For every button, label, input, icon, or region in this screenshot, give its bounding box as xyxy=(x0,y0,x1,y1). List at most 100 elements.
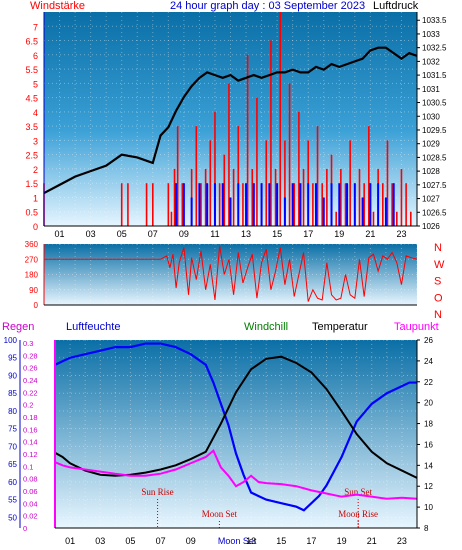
pressure-tick-label: 1028.5 xyxy=(422,153,447,162)
humidity-label: Luftfeuchte xyxy=(66,321,120,333)
wind-speed-series xyxy=(43,12,412,226)
windchill-label: Windchill xyxy=(244,321,288,333)
compass-label: O xyxy=(434,292,443,304)
x-tick-label: 01 xyxy=(55,229,65,239)
humidity-axis: 100 95 90 85 80 75 70 65 60 55 50 xyxy=(4,336,18,522)
pressure-tick-label: 1026.5 xyxy=(422,208,447,217)
pressure-tick-label: 1026 xyxy=(422,222,440,231)
x-tick-label: 03 xyxy=(95,536,105,546)
chart-title: 24 hour graph day : 03 September 2023 xyxy=(170,0,365,12)
wind-speed-tick-label: 6 xyxy=(33,51,38,61)
humidity-tick-label: 100 xyxy=(4,336,18,345)
rain-tick-label: 0.02 xyxy=(23,512,38,521)
x-tick-label: 13 xyxy=(246,536,256,546)
temperature-tick-label: 24 xyxy=(424,357,433,366)
rain-tick-label: 0.22 xyxy=(23,388,38,397)
wind-speed-tick-label: 3.5 xyxy=(25,122,38,132)
x-tick-label: 23 xyxy=(397,536,407,546)
humidity-tick-label: 85 xyxy=(8,389,17,398)
temperature-tick-label: 12 xyxy=(424,482,433,491)
compass-label: N xyxy=(434,242,442,254)
wind-speed-tick-label: 4.5 xyxy=(25,94,38,104)
rain-tick-label: 0.14 xyxy=(23,438,38,447)
pressure-axis: 1033.5 1033 1032.5 1032 1031.5 1031 1030.5 1030… xyxy=(417,16,447,231)
temperature-axis: 26 24 22 20 18 16 14 12 10 8 xyxy=(417,336,433,533)
rain-tick-label: 0.16 xyxy=(23,425,38,434)
pressure-series xyxy=(43,46,418,195)
wind-speed-tick-label: 2 xyxy=(33,165,38,175)
rain-tick-label: 0.1 xyxy=(23,462,33,471)
rain-tick-label: 0.26 xyxy=(23,364,38,373)
wind-speed-tick-label: 6.5 xyxy=(25,37,38,47)
rain-axis: 0.3 0.28 0.26 0.24 0.22 0.2 0.18 0.16 0.14 0.12 0.… xyxy=(23,339,38,533)
pressure-label: Luftdruck xyxy=(373,0,419,12)
x-tick-label: 21 xyxy=(367,536,377,546)
direction-tick-label: 360 xyxy=(25,240,39,249)
humidity-tick-label: 70 xyxy=(8,442,17,451)
wind-gust-series xyxy=(175,183,395,226)
rain-tick-label: 0.18 xyxy=(23,413,38,422)
x-tick-label: 07 xyxy=(156,536,166,546)
temperature-tick-label: 26 xyxy=(424,336,433,345)
humidity-tick-label: 60 xyxy=(8,478,17,487)
x-tick-label: 17 xyxy=(303,229,313,239)
rain-tick-label: 0.24 xyxy=(23,376,38,385)
x-tick-label: 19 xyxy=(334,229,344,239)
humidity-tick-label: 80 xyxy=(8,407,17,416)
wind-direction-series xyxy=(44,245,418,302)
humidity-series xyxy=(54,342,417,512)
pressure-tick-label: 1030 xyxy=(422,112,440,121)
pressure-tick-label: 1029.5 xyxy=(422,126,447,135)
x-tick-label: 21 xyxy=(365,229,375,239)
temperature-tick-label: 14 xyxy=(424,461,433,470)
rain-tick-label: 0.06 xyxy=(23,487,38,496)
wind-speed-tick-label: 0 xyxy=(33,222,38,232)
sun-moon-events: Sun Rise Moon Set Sun Set Moon Rise xyxy=(141,487,378,528)
x-tick-label: 17 xyxy=(306,536,316,546)
humidity-tick-label: 50 xyxy=(8,513,17,522)
rain-tick-label: 0 xyxy=(23,524,27,533)
humidity-tick-label: 90 xyxy=(8,371,17,380)
direction-axis: 360 270 180 90 0 xyxy=(25,240,39,310)
wind-speed-tick-label: 1.5 xyxy=(25,179,38,189)
compass-label: N xyxy=(434,309,442,321)
wind-speed-axis: 7 6.5 6 5.5 5 4.5 4 3.5 3 2.5 2 1.5 1 0.5 0 xyxy=(25,22,38,232)
temperature-tick-label: 20 xyxy=(424,399,433,408)
temperature-tick-label: 22 xyxy=(424,378,433,387)
pressure-tick-label: 1030.5 xyxy=(422,99,447,108)
event-label: Sun Set xyxy=(344,487,372,497)
pressure-tick-label: 1032.5 xyxy=(422,44,447,53)
rain-tick-label: 0.28 xyxy=(23,351,38,360)
rain-tick-label: 0.3 xyxy=(23,339,33,348)
direction-tick-label: 0 xyxy=(34,301,39,310)
pressure-tick-label: 1031.5 xyxy=(422,71,447,80)
compass-label: W xyxy=(434,259,445,271)
temperature-tick-label: 10 xyxy=(424,503,433,512)
x-tick-label: 23 xyxy=(396,229,406,239)
humidity-tick-label: 95 xyxy=(8,354,17,363)
moon-set-axis-label: Moon Set xyxy=(218,536,257,546)
x-tick-label: 09 xyxy=(179,229,189,239)
x-tick-label: 15 xyxy=(272,229,282,239)
event-label: Moon Set xyxy=(202,509,238,519)
x-tick-label: 07 xyxy=(148,229,158,239)
wind-speed-tick-label: 1 xyxy=(33,193,38,203)
temperature-label: Temperatur xyxy=(312,321,368,333)
x-tick-label: 15 xyxy=(276,536,286,546)
pressure-tick-label: 1029 xyxy=(422,140,440,149)
humidity-tick-label: 75 xyxy=(8,425,17,434)
wind-speed-label: Windstärke xyxy=(30,0,85,12)
dewpoint-label: Taupunkt xyxy=(394,321,439,333)
dewpoint-series xyxy=(54,449,418,500)
wind-speed-tick-label: 2.5 xyxy=(25,151,38,161)
top-x-axis: 01 03 05 07 09 11 13 15 17 19 21 23 xyxy=(55,229,407,239)
x-tick-label: 03 xyxy=(86,229,96,239)
x-tick-label: 01 xyxy=(65,536,75,546)
temperature-tick-label: 18 xyxy=(424,420,433,429)
pressure-tick-label: 1033 xyxy=(422,30,440,39)
wind-speed-tick-label: 7 xyxy=(33,22,38,32)
rain-tick-label: 0.2 xyxy=(23,401,33,410)
event-label: Sun Rise xyxy=(141,487,173,497)
